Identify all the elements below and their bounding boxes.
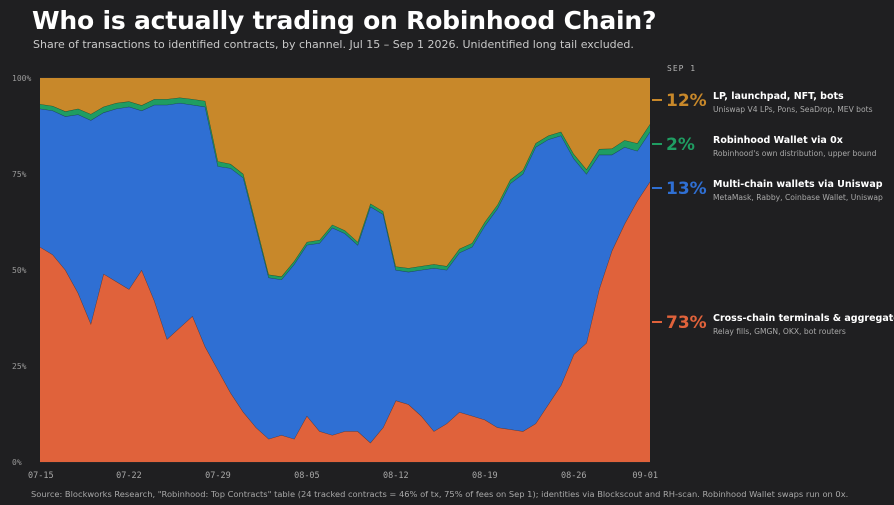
x-tick-label: 07-29 [205,471,231,481]
x-tick-label: 07-15 [28,471,54,481]
y-tick-label: 75% [12,170,27,179]
area-series-0 [40,181,650,462]
legend-final-value: 2% [666,135,695,155]
x-tick-label: 08-19 [472,471,498,481]
legend-series-name: LP, launchpad, NFT, bots [713,91,844,102]
y-tick-label: 100% [12,74,31,83]
x-tick-label: 08-05 [294,471,320,481]
area-series-3 [40,78,650,277]
legend-series-name: Multi-chain wallets via Uniswap [713,179,883,190]
legend-series-note: Relay fills, GMGN, OKX, bot routers [713,327,846,336]
legend-series-name: Robinhood Wallet via 0x [713,135,843,146]
legend-final-value: 13% [666,179,707,199]
area-series-1 [40,102,650,443]
x-tick-label: 08-12 [383,471,409,481]
legend-series-name: Cross-chain terminals & aggregators [713,313,894,324]
chart-subtitle: Share of transactions to identified cont… [33,38,634,51]
source-note: Source: Blockworks Research, "Robinhood:… [31,489,849,499]
chart-title: Who is actually trading on Robinhood Cha… [32,6,657,35]
y-tick-label: 0% [12,458,22,467]
x-tick-label: 08-26 [561,471,587,481]
legend-series-note: Uniswap V4 LPs, Pons, SeaDrop, MEV bots [713,105,873,114]
legend-series-note: MetaMask, Rabby, Coinbase Wallet, Uniswa… [713,193,883,202]
legend-final-value: 73% [666,313,707,333]
x-tick-label: 07-22 [116,471,142,481]
legend-series-note: Robinhood's own distribution, upper boun… [713,149,877,158]
y-tick-label: 50% [12,266,27,275]
legend-final-value: 12% [666,91,707,111]
x-tick-label: 09-01 [632,471,658,481]
end-date-label: SEP 1 [667,64,696,73]
y-tick-label: 25% [12,362,27,371]
